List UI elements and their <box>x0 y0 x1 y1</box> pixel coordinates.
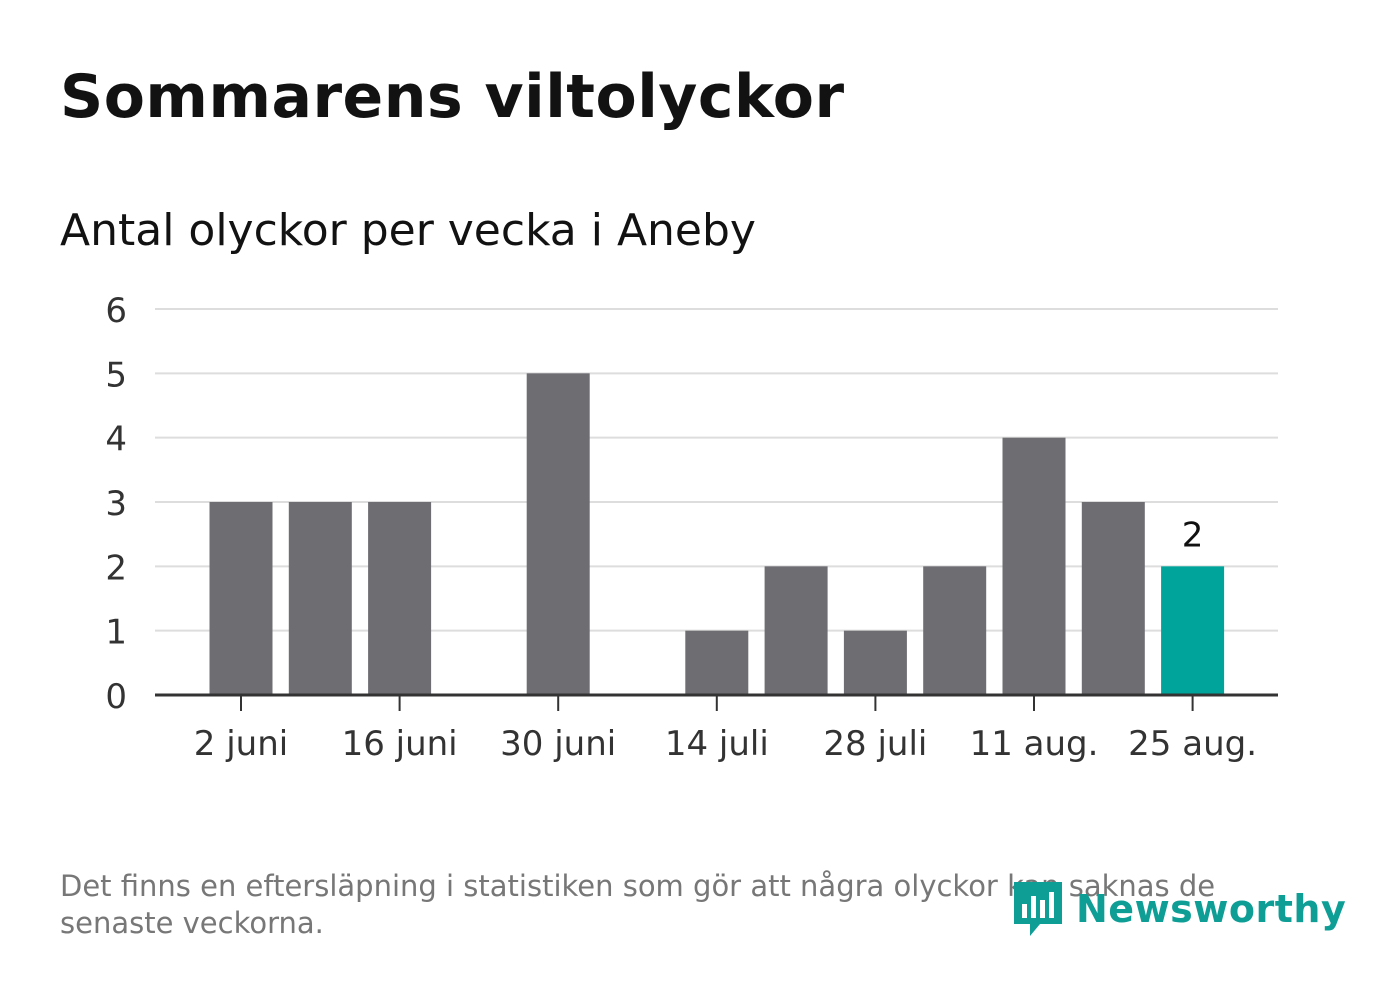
x-tick-label: 25 aug. <box>1128 724 1257 764</box>
x-tick-label: 2 juni <box>194 724 288 764</box>
bar <box>368 502 432 695</box>
x-tick-label: 14 juli <box>665 724 769 764</box>
chart-title: Sommarens viltolyckor <box>60 62 845 132</box>
y-tick-label: 2 <box>105 548 127 588</box>
bar <box>1161 566 1225 695</box>
x-tick-label: 11 aug. <box>970 724 1099 764</box>
x-tick-label: 30 juni <box>500 724 616 764</box>
bar <box>1081 502 1145 695</box>
x-tick-label: 16 juni <box>342 724 458 764</box>
bar <box>923 566 987 695</box>
y-tick-label: 4 <box>105 420 127 460</box>
bar-chart: 0 1 2 3 4 5 6 2 2 juni 16 juni 30 juni 14 juli 28 ju… <box>105 291 1278 764</box>
bar <box>1002 437 1066 695</box>
y-tick-label: 6 <box>105 291 127 331</box>
y-tick-label: 5 <box>105 355 127 395</box>
x-tick-label: 28 juli <box>823 724 927 764</box>
newsworthy-logo: Newsworthy <box>1010 878 1346 940</box>
chart-subtitle: Antal olyckor per vecka i Aneby <box>60 205 756 256</box>
bar <box>843 630 907 695</box>
bar <box>526 373 590 695</box>
bar <box>288 502 352 695</box>
logo-text: Newsworthy <box>1076 887 1347 931</box>
data-label: 2 <box>1182 515 1204 555</box>
bar <box>685 630 749 695</box>
y-tick-label: 1 <box>105 613 127 653</box>
bar <box>764 566 828 695</box>
bar <box>209 502 273 695</box>
y-tick-label: 0 <box>105 677 127 717</box>
y-tick-label: 3 <box>105 484 127 524</box>
newsworthy-chart-icon <box>1014 882 1062 936</box>
